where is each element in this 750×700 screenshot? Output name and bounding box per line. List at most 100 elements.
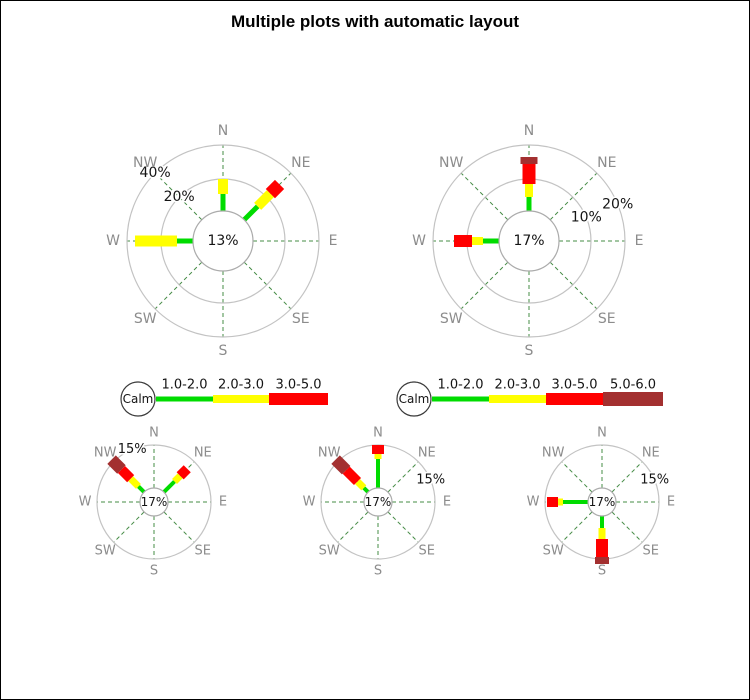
- compass-label-W: W: [527, 495, 540, 510]
- compass-label-N: N: [149, 426, 159, 441]
- direction-spoke-SE: [163, 511, 195, 543]
- legend-bin-label-2.0-3.0: 2.0-3.0: [494, 378, 540, 393]
- calm-circle: [587, 487, 617, 517]
- legend-bin-label-5.0-6.0: 5.0-6.0: [610, 378, 656, 393]
- compass-label-N: N: [597, 426, 607, 441]
- compass-label-NW: NW: [133, 155, 157, 171]
- direction-spoke-NW: [460, 172, 509, 221]
- compass-label-SE: SE: [643, 543, 659, 558]
- wind-segment-NE-2.0-3.0: [172, 473, 183, 484]
- legend-bin-label-3.0-5.0: 3.0-5.0: [551, 378, 597, 393]
- calm-legend-text: Calm: [123, 392, 154, 406]
- calm-circle: [139, 487, 169, 517]
- compass-label-SW: SW: [134, 311, 157, 327]
- compass-label-W: W: [303, 495, 316, 510]
- wind-segment-NW-3.0-5.0: [117, 465, 135, 483]
- compass-label-SW: SW: [319, 543, 340, 558]
- compass-label-N: N: [218, 123, 228, 139]
- calm-percent-label: 17%: [513, 233, 544, 249]
- direction-spoke-SW: [337, 511, 369, 543]
- percent-ring-0: [96, 444, 212, 560]
- compass-label-NW: NW: [542, 446, 565, 461]
- direction-spoke-SE: [243, 261, 292, 310]
- windrose-bottom-right: 17% 15% N NE E SE S SW W NW: [527, 426, 676, 579]
- compass-label-S: S: [219, 343, 228, 359]
- compass-label-SE: SE: [598, 311, 616, 327]
- compass-label-E: E: [329, 233, 338, 249]
- figure-title: Multiple plots with automatic layout: [230, 12, 520, 31]
- wind-segment-NW-3.0-5.0: [342, 466, 362, 486]
- legend-bar-2.0-3.0: [489, 395, 546, 403]
- compass-label-S: S: [598, 564, 606, 579]
- compass-label-W: W: [412, 233, 426, 249]
- percent-ring-1: [126, 144, 320, 338]
- wind-segment-NE-2.0-3.0: [254, 190, 274, 210]
- legend-bar-3.0-5.0: [546, 393, 603, 405]
- legend-bar-3.0-5.0: [269, 393, 328, 405]
- ring-percent-label-0: 15%: [118, 442, 147, 457]
- compass-label-NE: NE: [194, 446, 212, 461]
- compass-label-E: E: [219, 495, 227, 510]
- compass-label-SW: SW: [440, 311, 463, 327]
- direction-spoke-NW: [154, 172, 203, 221]
- legend-bar-5.0-6.0: [603, 392, 663, 406]
- compass-label-NW: NW: [439, 155, 463, 171]
- calm-percent-label: 17%: [589, 495, 616, 509]
- calm-legend-circle: [120, 381, 156, 417]
- legend-bar-1.0-2.0: [156, 396, 213, 402]
- calm-legend-text: Calm: [399, 392, 430, 406]
- direction-spoke-SE: [549, 261, 598, 310]
- compass-label-N: N: [373, 426, 383, 441]
- direction-spoke-NE: [387, 461, 419, 493]
- compass-label-NE: NE: [418, 446, 436, 461]
- ring-percent-label-0: 15%: [416, 473, 445, 488]
- calm-percent-label: 17%: [141, 495, 168, 509]
- calm-legend-circle: [396, 381, 432, 417]
- compass-label-E: E: [443, 495, 451, 510]
- legend-bin-label-1.0-2.0: 1.0-2.0: [437, 378, 483, 393]
- legend-bar-1.0-2.0: [432, 396, 489, 402]
- direction-spoke-SW: [113, 511, 145, 543]
- compass-label-NE: NE: [291, 155, 310, 171]
- windrose-top-left: 13% 20% 40% N NE E SE S SW W NW: [106, 123, 337, 359]
- compass-label-S: S: [525, 343, 534, 359]
- compass-label-E: E: [667, 495, 675, 510]
- ring-percent-label-0: 20%: [164, 189, 195, 205]
- compass-label-NE: NE: [597, 155, 616, 171]
- direction-spoke-SE: [387, 511, 419, 543]
- legend-left: Calm 1.0-2.0 2.0-3.0 3.0-5.0: [120, 378, 328, 417]
- direction-spoke-NW: [561, 461, 593, 493]
- wind-segment-NW-2.0-3.0: [355, 479, 367, 491]
- compass-label-NW: NW: [318, 446, 341, 461]
- compass-label-W: W: [106, 233, 120, 249]
- legend-bin-label-1.0-2.0: 1.0-2.0: [161, 378, 207, 393]
- legend-bin-label-3.0-5.0: 3.0-5.0: [275, 378, 321, 393]
- compass-label-SW: SW: [95, 543, 116, 558]
- compass-label-SE: SE: [292, 311, 310, 327]
- wind-segment-NW-1.0-2.0: [362, 486, 370, 494]
- ring-percent-label-1: 40%: [140, 165, 171, 181]
- wind-segment-NE-1.0-2.0: [242, 204, 260, 222]
- compass-label-E: E: [635, 233, 644, 249]
- wind-segment-NW-1.0-2.0: [137, 485, 146, 494]
- calm-circle: [363, 487, 393, 517]
- windrose-top-right: 17% 10%20% N NE E SE S SW W NW: [412, 123, 643, 359]
- wind-segment-NW-5.0-6.0: [331, 455, 351, 475]
- compass-label-SE: SE: [195, 543, 211, 558]
- ring-percent-label-0: 10%: [571, 209, 602, 225]
- calm-circle: [192, 210, 254, 272]
- compass-label-SE: SE: [419, 543, 435, 558]
- compass-label-NW: NW: [94, 446, 117, 461]
- compass-label-N: N: [524, 123, 534, 139]
- direction-spoke-SE: [611, 511, 643, 543]
- wind-segment-NE-3.0-5.0: [265, 179, 285, 199]
- compass-label-W: W: [79, 495, 92, 510]
- percent-ring-1: [432, 144, 626, 338]
- direction-spoke-SW: [561, 511, 593, 543]
- direction-spoke-NE: [549, 172, 598, 221]
- compass-label-S: S: [150, 564, 158, 579]
- compass-label-SW: SW: [543, 543, 564, 558]
- wind-segment-NW-2.0-3.0: [128, 476, 141, 489]
